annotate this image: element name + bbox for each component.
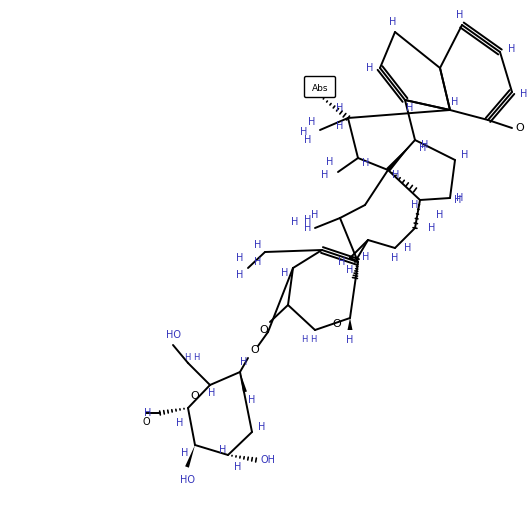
Text: O: O [333, 319, 341, 329]
Text: H: H [311, 210, 318, 220]
Text: H: H [236, 270, 244, 280]
Text: HO: HO [166, 330, 180, 340]
Text: H: H [362, 158, 370, 168]
Text: O: O [251, 345, 259, 355]
Text: H: H [336, 121, 344, 131]
Text: H: H [412, 200, 418, 210]
Text: H: H [254, 240, 262, 250]
Text: H: H [346, 265, 354, 275]
Text: H: H [521, 89, 528, 99]
Text: H: H [419, 143, 427, 153]
Polygon shape [240, 372, 247, 393]
Text: H: H [236, 253, 244, 263]
Text: H: H [457, 193, 464, 203]
Text: H: H [248, 395, 256, 405]
Text: H: H [304, 215, 312, 225]
Text: H: H [421, 140, 428, 150]
Text: H: H [508, 44, 516, 54]
Text: H: H [436, 210, 444, 220]
Text: H H: H H [302, 335, 318, 345]
Text: H: H [234, 462, 242, 472]
Text: H: H [254, 257, 262, 267]
Text: OH: OH [260, 455, 276, 465]
Text: H: H [300, 127, 308, 137]
Text: O: O [516, 123, 524, 133]
Text: H: H [240, 357, 248, 367]
Text: O: O [260, 325, 268, 335]
Text: H: H [144, 408, 152, 418]
Text: H: H [393, 170, 400, 180]
Text: H: H [281, 268, 289, 278]
Text: H: H [366, 63, 373, 73]
Text: H: H [176, 418, 184, 428]
Text: H: H [326, 157, 334, 167]
FancyBboxPatch shape [305, 76, 335, 98]
Text: H: H [457, 10, 464, 20]
Text: H: H [308, 117, 316, 127]
Text: H: H [428, 223, 436, 233]
Text: H: H [208, 388, 216, 398]
Text: H: H [389, 17, 397, 27]
Polygon shape [386, 140, 415, 172]
Text: HO: HO [179, 475, 195, 485]
Text: H: H [404, 243, 412, 253]
Text: H: H [461, 150, 469, 160]
Text: H: H [339, 257, 345, 267]
Text: H: H [406, 103, 414, 113]
Text: H: H [220, 445, 227, 455]
Polygon shape [185, 445, 195, 467]
Text: O: O [190, 391, 199, 401]
Text: Abs: Abs [312, 84, 329, 93]
Text: H: H [181, 448, 189, 458]
Text: H: H [391, 253, 399, 263]
Text: H: H [336, 103, 344, 113]
Text: H: H [258, 422, 266, 432]
Text: H: H [321, 170, 329, 180]
Text: H: H [346, 335, 354, 345]
Text: H: H [362, 252, 370, 262]
Text: O: O [142, 417, 150, 427]
Text: H: H [451, 97, 459, 107]
Text: H: H [304, 135, 312, 145]
Polygon shape [348, 318, 352, 330]
Text: H: H [291, 217, 299, 227]
Text: H H: H H [185, 354, 200, 362]
Text: H: H [304, 223, 312, 233]
Text: H: H [454, 195, 462, 205]
